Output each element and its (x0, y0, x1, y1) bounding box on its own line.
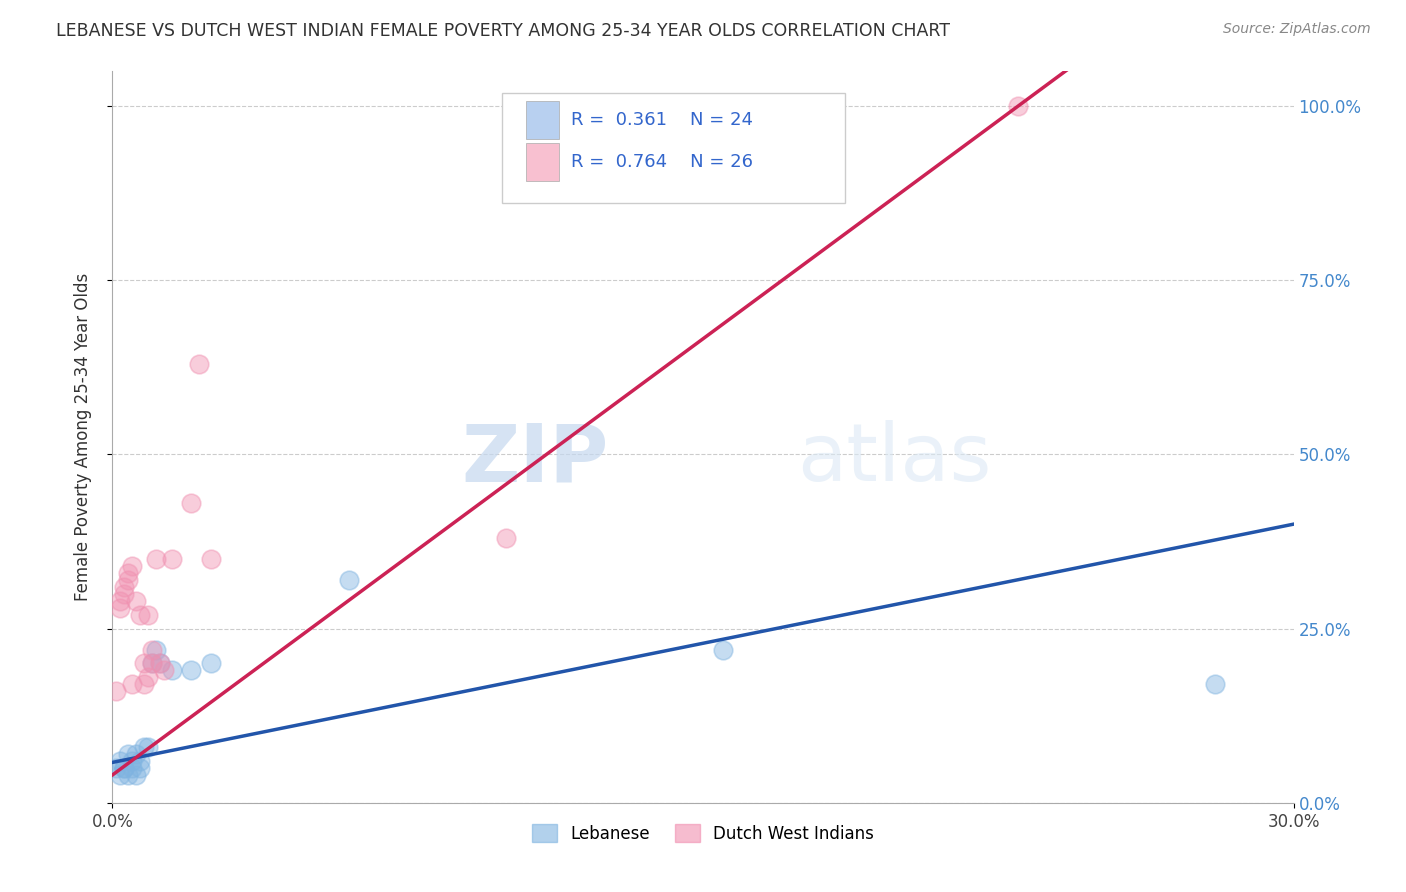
Text: LEBANESE VS DUTCH WEST INDIAN FEMALE POVERTY AMONG 25-34 YEAR OLDS CORRELATION C: LEBANESE VS DUTCH WEST INDIAN FEMALE POV… (56, 22, 950, 40)
Point (125, 594, 148, 608)
Point (149, 657, 172, 671)
Point (112, 587, 135, 601)
Point (149, 657, 172, 671)
Point (136, 740, 159, 755)
Point (125, 768, 148, 782)
Point (152, 664, 174, 678)
Point (110, 594, 132, 608)
Point (112, 761, 135, 775)
Point (125, 747, 148, 761)
Point (105, 684, 128, 698)
Point (132, 677, 155, 691)
Point (1007, 99, 1029, 113)
FancyBboxPatch shape (526, 144, 560, 181)
Point (200, 552, 222, 566)
Point (145, 552, 167, 566)
Point (136, 607, 159, 622)
Point (117, 768, 139, 782)
Text: atlas: atlas (797, 420, 991, 498)
Point (112, 761, 135, 775)
Point (110, 600, 132, 615)
Point (180, 664, 202, 678)
Point (129, 754, 152, 768)
Point (117, 747, 139, 761)
Point (132, 740, 155, 755)
Point (495, 531, 517, 545)
Text: R =  0.764    N = 26: R = 0.764 N = 26 (571, 153, 752, 171)
Point (160, 664, 183, 678)
Point (121, 761, 143, 775)
Point (337, 573, 360, 587)
Text: Source: ZipAtlas.com: Source: ZipAtlas.com (1223, 22, 1371, 37)
Point (121, 558, 143, 573)
Y-axis label: Female Poverty Among 25-34 Year Olds: Female Poverty Among 25-34 Year Olds (73, 273, 91, 601)
Point (145, 642, 167, 657)
Point (132, 657, 155, 671)
Text: R =  0.361    N = 24: R = 0.361 N = 24 (571, 111, 752, 128)
Point (121, 677, 143, 691)
Point (136, 670, 159, 684)
Point (110, 768, 132, 782)
Point (129, 607, 152, 622)
Point (121, 754, 143, 768)
Point (117, 573, 139, 587)
Point (105, 761, 128, 775)
Point (200, 657, 222, 671)
Point (188, 357, 211, 371)
Legend: Lebanese, Dutch West Indians: Lebanese, Dutch West Indians (526, 818, 880, 849)
FancyBboxPatch shape (502, 94, 845, 203)
Point (711, 642, 734, 657)
Point (141, 642, 163, 657)
Point (112, 580, 135, 594)
Point (110, 754, 132, 768)
Point (117, 566, 139, 580)
Point (141, 657, 163, 671)
Text: ZIP: ZIP (461, 420, 609, 498)
FancyBboxPatch shape (526, 101, 560, 138)
Point (160, 552, 183, 566)
Point (141, 657, 163, 671)
Point (1204, 677, 1226, 691)
Point (180, 496, 202, 510)
Point (129, 761, 152, 775)
